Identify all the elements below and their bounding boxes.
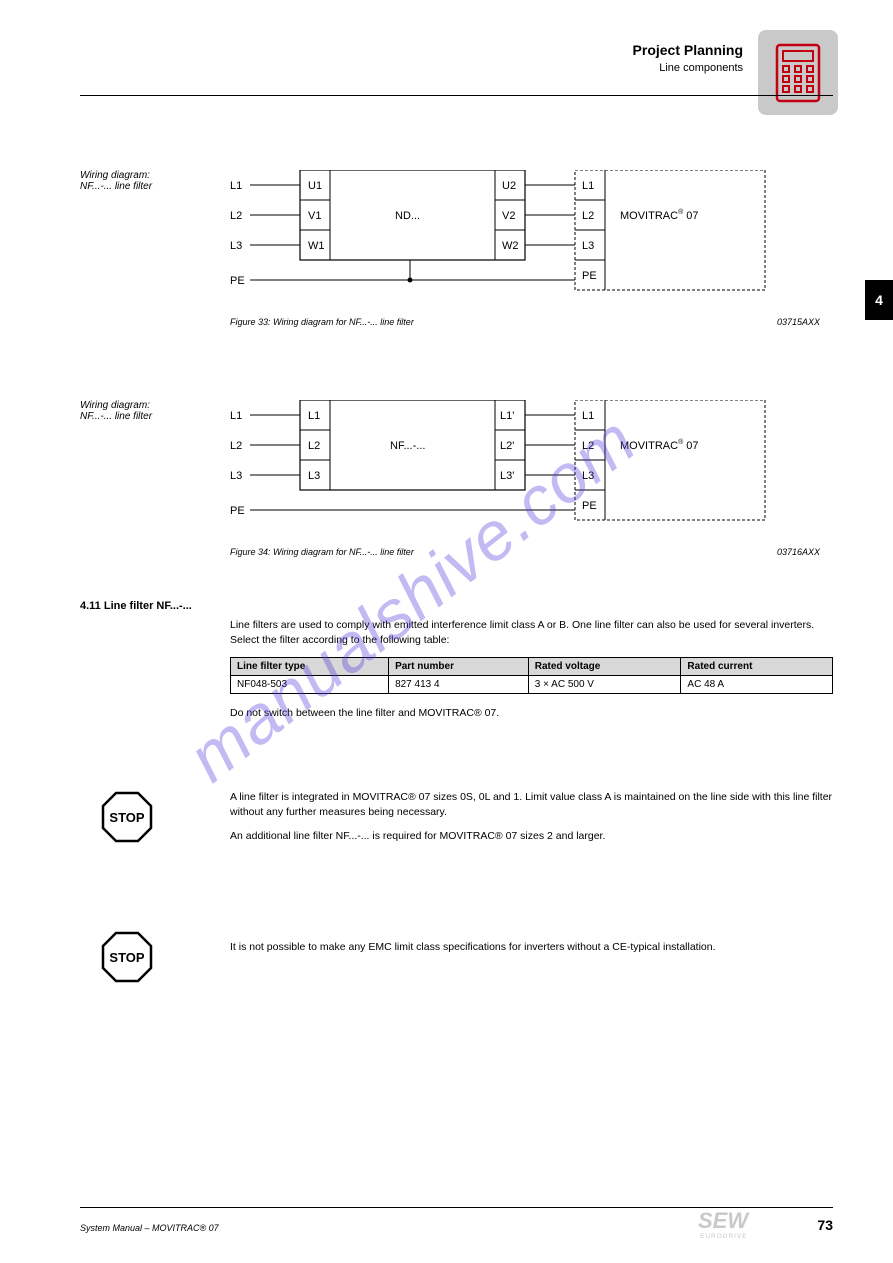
page-title: Project Planning [633,42,743,58]
sew-logo: SEW EURODRIVE [698,1208,773,1243]
svg-text:L3: L3 [230,470,242,482]
svg-text:L3: L3 [308,470,320,482]
svg-text:L2: L2 [230,440,242,452]
diagram-nf: L1 L2 L3 PE L1 L2 L3 NF...-... L1' L2' L… [230,400,820,557]
svg-text:STOP: STOP [109,950,144,965]
section-intro: Line filters are used to comply with emi… [230,618,833,647]
svg-text:SEW: SEW [698,1208,750,1233]
svg-text:L3': L3' [500,470,514,482]
svg-text:L2: L2 [582,440,594,452]
svg-text:L1: L1 [230,180,242,192]
svg-text:W2: W2 [502,240,519,252]
page-number: 73 [817,1217,833,1233]
svg-text:L3: L3 [582,240,594,252]
svg-text:MOVITRAC® 07: MOVITRAC® 07 [620,208,699,222]
svg-text:L2: L2 [308,440,320,452]
svg-text:L1: L1 [582,180,594,192]
svg-text:U1: U1 [308,180,322,192]
stop-icon: STOP [100,790,154,844]
section-line-filter: 4.11 Line filter NF...-... Line filters … [80,600,833,721]
line-filter-table: Line filter type Part number Rated volta… [230,657,833,694]
footer-text: System Manual – MOVITRAC® 07 [80,1223,219,1233]
svg-text:PE: PE [582,500,597,512]
svg-text:L1': L1' [500,410,514,422]
svg-text:PE: PE [230,275,245,287]
svg-text:L1: L1 [308,410,320,422]
svg-text:PE: PE [230,505,245,517]
svg-text:L2': L2' [500,440,514,452]
diagram-nd: L1 L2 L3 PE U1 V1 W1 ND... U2 V2 W2 L1 L… [230,170,820,327]
chapter-tab: 4 [865,280,893,320]
svg-text:L1: L1 [230,410,242,422]
svg-text:W1: W1 [308,240,325,252]
svg-text:L2: L2 [582,210,594,222]
stop-icon: STOP [100,930,154,984]
table-row: NF048-503 827 413 4 3 × AC 500 V AC 48 A [231,676,833,694]
svg-text:STOP: STOP [109,810,144,825]
note-block: It is not possible to make any EMC limit… [230,940,833,955]
section-label: Wiring diagram: NF...-... line filter [80,170,210,192]
header-divider [80,95,833,96]
section-heading: 4.11 Line filter NF...-... [80,600,833,612]
figure-caption: Figure 34: Wiring diagram for NF...-... … [230,547,820,557]
svg-text:MOVITRAC® 07: MOVITRAC® 07 [620,438,699,452]
svg-text:ND...: ND... [395,210,420,222]
note-text: Do not switch between the line filter an… [230,706,833,721]
svg-text:EURODRIVE: EURODRIVE [700,1233,748,1240]
note-block: A line filter is integrated in MOVITRAC®… [230,790,833,844]
figure-caption: Figure 33: Wiring diagram for NF...-... … [230,317,820,327]
calculator-icon [758,30,838,115]
svg-text:L3: L3 [582,470,594,482]
svg-text:L1: L1 [582,410,594,422]
svg-text:L3: L3 [230,240,242,252]
svg-text:PE: PE [582,270,597,282]
svg-text:NF...-...: NF...-... [390,440,425,452]
svg-text:V2: V2 [502,210,515,222]
svg-text:L2: L2 [230,210,242,222]
page-subtitle: Line components [659,62,743,74]
section-label: Wiring diagram: NF...-... line filter [80,400,210,422]
svg-text:V1: V1 [308,210,321,222]
svg-text:U2: U2 [502,180,516,192]
